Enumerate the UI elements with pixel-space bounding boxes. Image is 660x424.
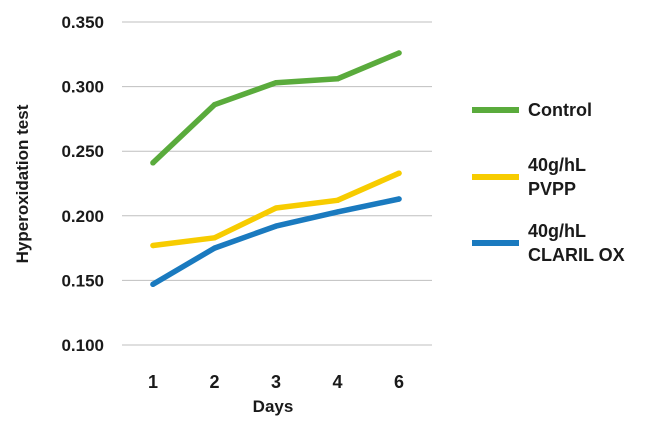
legend-label: 40g/hL [528,155,586,175]
data-point [150,242,156,249]
y-axis-title: Hyperoxidation test [13,104,32,263]
x-tick-label: 2 [209,372,219,392]
legend-label: CLARIL OX [528,245,625,265]
data-point [334,209,341,215]
data-point [396,50,402,56]
y-axis-ticks: 0.350 0.300 0.250 0.200 0.150 0.100 [61,13,104,355]
legend-label: PVPP [528,179,576,199]
data-point [396,196,402,202]
data-point [211,235,218,241]
legend-label: Control [528,100,592,120]
x-tick-label: 3 [271,372,281,392]
y-tick-label: 0.300 [61,78,104,97]
legend: Control 40g/hL PVPP 40g/hL CLARIL OX [472,100,625,265]
data-point [396,170,402,176]
data-point [150,281,156,287]
data-point [334,76,341,82]
x-axis-title: Days [253,397,294,416]
x-axis-ticks: 1 2 3 4 6 [148,372,404,392]
data-point [334,197,341,203]
x-tick-label: 4 [332,372,342,392]
y-tick-label: 0.100 [61,336,104,355]
data-point [273,80,279,86]
legend-label: 40g/hL [528,221,586,241]
y-tick-label: 0.150 [61,271,104,290]
gridlines [122,21,432,346]
data-point [211,245,218,251]
data-point [150,160,156,166]
y-tick-label: 0.200 [61,207,104,226]
y-tick-label: 0.350 [61,13,104,32]
data-point [273,205,279,211]
series-lines [150,50,402,288]
data-point [211,101,218,108]
x-tick-label: 1 [148,372,158,392]
series-line-1 [150,50,402,166]
data-point [273,223,279,229]
y-tick-label: 0.250 [61,142,104,161]
x-tick-label: 6 [394,372,404,392]
